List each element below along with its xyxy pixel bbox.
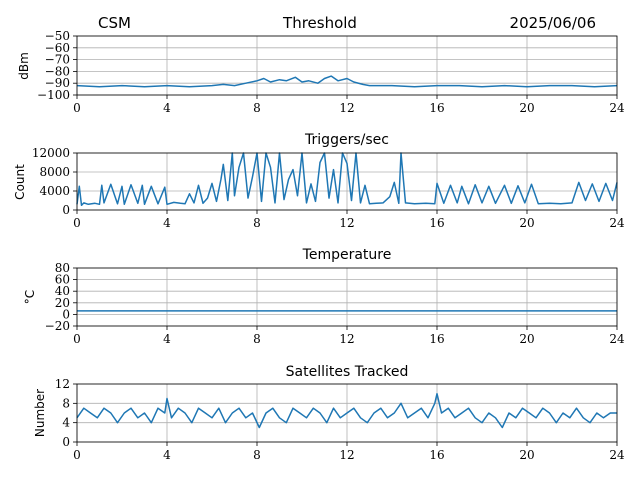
y-tick-label: 20 [55,296,70,310]
y-tick-label: 4000 [39,184,70,198]
y-tick-label: −70 [45,53,70,67]
y-axis-label: Number [33,389,47,437]
x-tick-label: 24 [609,101,625,115]
header-left-label: CSM [98,14,131,32]
x-tick-label: 0 [73,216,81,230]
x-tick-label: 12 [339,332,354,346]
y-tick-label: −100 [37,88,70,102]
threshold-panel: dBm 0 4 8 12 16 20 24 −100−90−80−70−60−50 [17,29,625,115]
series-line [76,152,618,207]
x-tick-label: 20 [519,332,534,346]
y-axis-label: dBm [17,52,31,80]
x-tick-label: 4 [163,332,171,346]
y-tick-label: 0 [62,203,70,217]
y-tick-label: −50 [45,29,70,43]
x-tick-label: 4 [163,216,171,230]
y-tick-label: −20 [45,319,70,333]
y-tick-label: 12000 [32,146,70,160]
y-tick-label: −90 [45,76,70,90]
panel-title: Satellites Tracked [286,364,409,380]
x-tick-label: 0 [73,448,81,462]
x-tick-label: 16 [429,448,444,462]
y-tick-label: 60 [55,273,70,287]
x-tick-label: 12 [339,216,354,230]
x-tick-label: 4 [163,101,171,115]
x-tick-label: 8 [253,448,261,462]
series-line [76,75,618,88]
x-tick-label: 8 [253,216,261,230]
x-tick-label: 16 [429,101,444,115]
triggers-panel: Triggers/sec Count 0 4 8 12 16 20 24 0 4000 8000 1… [13,132,625,230]
x-tick-label: 4 [163,448,171,462]
y-tick-label: 40 [55,284,70,298]
x-tick-label: 8 [253,332,261,346]
y-tick-label: −60 [45,41,70,55]
y-tick-label: 0 [62,307,70,321]
x-tick-label: 16 [429,332,444,346]
x-tick-label: 8 [253,101,261,115]
y-tick-label: 8000 [39,165,70,179]
x-tick-label: 20 [519,216,534,230]
y-axis-label: °C [23,290,37,304]
y-axis-label: Count [13,164,27,200]
x-tick-label: 0 [73,332,81,346]
satellites-panel: Satellites Tracked Number 0 4 8 12 16 20 24 0 4 8… [33,364,625,462]
x-tick-label: 16 [429,216,444,230]
header-center-label: Threshold [282,14,357,32]
y-tick-label: 0 [62,435,70,449]
y-tick-label: 80 [55,261,70,275]
x-tick-label: 20 [519,101,534,115]
x-tick-label: 24 [609,448,625,462]
x-tick-label: 12 [339,448,354,462]
panel-title: Triggers/sec [304,132,389,148]
x-tick-label: 24 [609,332,625,346]
x-tick-label: 20 [519,448,534,462]
y-tick-label: 12 [55,377,70,391]
series-line [76,392,617,429]
x-tick-label: 12 [339,101,354,115]
y-tick-label: 4 [62,416,70,430]
x-tick-label: 24 [609,216,625,230]
y-tick-label: 8 [62,396,70,410]
panel-title: Temperature [302,247,392,263]
x-tick-label: 0 [73,101,81,115]
y-tick-label: −80 [45,64,70,78]
header-date-label: 2025/06/06 [510,14,596,32]
